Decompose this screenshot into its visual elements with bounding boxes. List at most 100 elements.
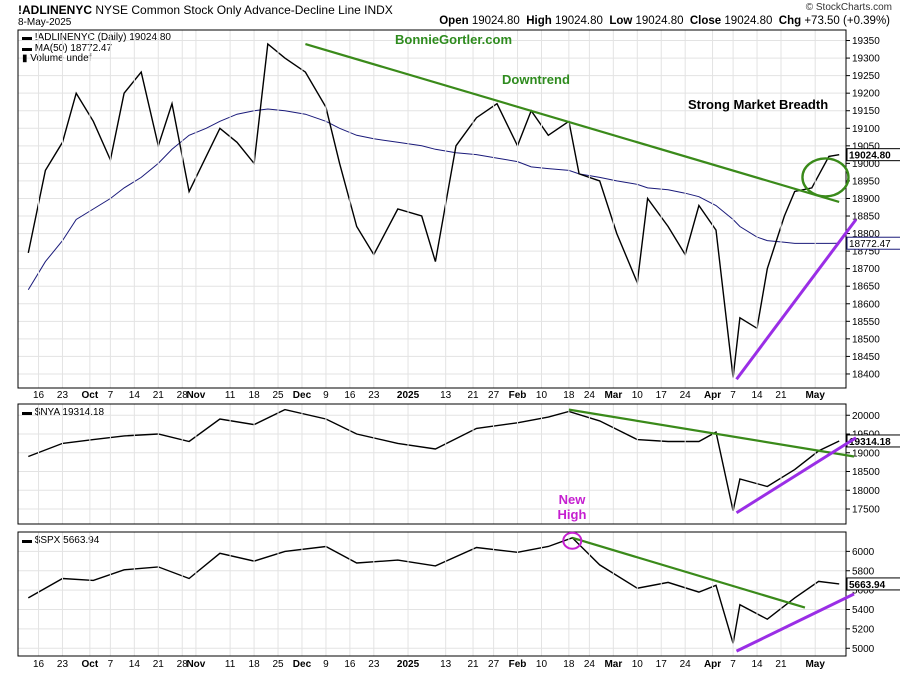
x-tick-label: 16	[344, 659, 356, 670]
close-value: 19024.80	[724, 15, 773, 27]
x-tick-label: 21	[467, 659, 479, 670]
x-tick-label: Oct	[82, 390, 99, 401]
x-tick-label: 23	[368, 659, 380, 670]
x-tick-label: 16	[33, 659, 45, 670]
x-tick-label: 18	[563, 659, 575, 670]
legend-entry: ▬ $SPX 5663.94	[22, 535, 100, 546]
x-tick-label: Dec	[293, 390, 312, 401]
new-high-label: High	[558, 507, 587, 522]
x-tick-label: Mar	[604, 659, 622, 670]
x-tick-label: 16	[344, 390, 356, 401]
x-tick-label: 25	[272, 390, 284, 401]
x-tick-label: 14	[751, 659, 763, 670]
panel-border	[17, 531, 847, 657]
exchange: INDX	[364, 3, 393, 17]
x-tick-label: May	[805, 659, 825, 670]
y-tick-label: 19150	[852, 106, 880, 117]
y-tick-label: 5000	[852, 644, 875, 655]
y-tick-label: 18500	[852, 467, 880, 478]
change-value: +73.50 (+0.39%)	[804, 15, 890, 27]
y-tick-label: 18450	[852, 352, 880, 363]
x-tick-label: 11	[225, 659, 236, 670]
x-tick-label: 7	[108, 390, 114, 401]
y-tick-label: 20000	[852, 411, 880, 422]
last-price-box	[846, 434, 900, 448]
spx-uptrend	[735, 592, 855, 653]
x-tick-label: Mar	[604, 390, 622, 401]
x-tick-label: May	[805, 390, 825, 401]
open-label: Open	[439, 15, 469, 27]
x-tick-label: 14	[129, 659, 141, 670]
ma-price-box	[846, 236, 900, 250]
last-price-box	[846, 577, 900, 591]
legend-entry: ▬ !ADLINENYC (Daily) 19024.80	[22, 32, 171, 43]
uptrend-line	[735, 218, 858, 381]
x-tick-label: 10	[632, 390, 644, 401]
high-value: 19024.80	[554, 15, 603, 27]
y-tick-label: 5200	[852, 624, 875, 635]
x-tick-label: 17	[656, 659, 668, 670]
y-tick-label: 6000	[852, 547, 875, 558]
x-tick-label: 18	[249, 659, 261, 670]
x-tick-label: 23	[57, 659, 69, 670]
x-tick-label: 21	[153, 390, 165, 401]
x-tick-label: 10	[632, 659, 644, 670]
x-tick-label: 9	[323, 659, 329, 670]
nya-downtrend	[568, 408, 855, 458]
x-tick-label: 24	[584, 390, 596, 401]
chart-header: !ADLINENYC NYSE Common Stock Only Advanc…	[0, 0, 900, 30]
last-price-label: 19024.80	[849, 151, 891, 162]
y-tick-label: 19100	[852, 124, 880, 135]
y-tick-label: 5800	[852, 566, 875, 577]
y-tick-label: 18650	[852, 282, 880, 293]
x-tick-label: 13	[440, 659, 452, 670]
x-tick-label: Dec	[293, 659, 312, 670]
panel-border	[17, 403, 847, 525]
y-tick-label: 18900	[852, 194, 880, 205]
y-tick-label: 19250	[852, 71, 880, 82]
x-tick-label: 18	[563, 390, 575, 401]
price-line	[28, 408, 840, 512]
y-tick-label: 18800	[852, 229, 880, 240]
y-tick-label: 18550	[852, 317, 880, 328]
x-tick-label: 9	[323, 390, 329, 401]
y-tick-label: 19300	[852, 54, 880, 65]
low-label: Low	[609, 15, 633, 27]
y-tick-label: 18700	[852, 264, 880, 275]
x-tick-label: 18	[249, 390, 261, 401]
close-label: Close	[689, 15, 722, 27]
x-tick-label: 7	[730, 390, 736, 401]
downtrend-line	[305, 42, 840, 204]
panel-frame	[17, 531, 847, 657]
x-tick-label: 21	[775, 390, 787, 401]
panel-frame	[17, 403, 847, 525]
y-tick-label: 17500	[852, 505, 880, 516]
x-tick-label: 24	[584, 659, 596, 670]
symbol-title: !ADLINENYC NYSE Common Stock Only Advanc…	[18, 3, 393, 17]
y-tick-label: 5400	[852, 605, 875, 616]
x-tick-label: 11	[225, 390, 236, 401]
y-tick-label: 18400	[852, 369, 880, 380]
change-label: Chg	[778, 15, 802, 27]
legend-entry: ▬ $NYA 19314.18	[22, 407, 105, 418]
y-tick-label: 19000	[852, 448, 880, 459]
x-tick-label: 14	[129, 390, 141, 401]
y-tick-label: 18950	[852, 176, 880, 187]
panel-border	[17, 29, 847, 389]
x-tick-label: 21	[467, 390, 479, 401]
x-tick-label: 28	[177, 390, 189, 401]
x-tick-label: 7	[730, 659, 736, 670]
x-tick-label: 24	[680, 659, 692, 670]
y-tick-label: 18500	[852, 334, 880, 345]
x-tick-label: 7	[108, 659, 114, 670]
x-tick-label: Feb	[509, 659, 527, 670]
x-tick-label: 2025	[397, 390, 420, 401]
price-line	[27, 536, 840, 644]
spx-downtrend	[571, 536, 806, 609]
x-tick-label: 25	[272, 659, 284, 670]
x-tick-label: 10	[536, 390, 548, 401]
x-tick-label: 24	[680, 390, 692, 401]
y-tick-label: 19200	[852, 89, 880, 100]
y-tick-label: 5600	[852, 586, 875, 597]
